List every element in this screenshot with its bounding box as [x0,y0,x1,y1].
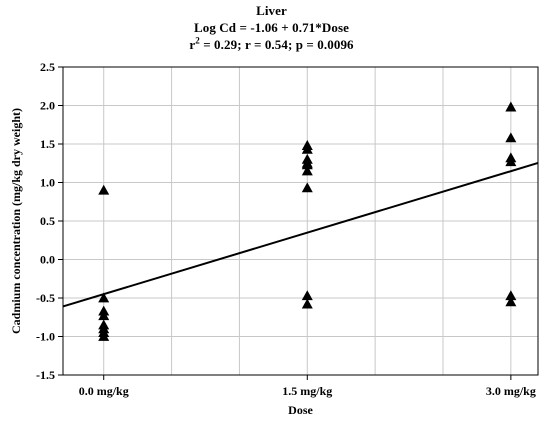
data-point [505,296,517,307]
chart-title-block: Liver Log Cd = -1.06 + 0.71*Dose r2 = 0.… [0,2,543,53]
chart-stats: r2 = 0.29; r = 0.54; p = 0.0096 [0,36,543,53]
y-axis-label: Cadmium concentration (mg/kg dry weight) [9,108,23,334]
data-point [98,292,110,303]
y-tick-label: 1.5 [40,137,55,151]
x-tick-label: 0.0 mg/kg [79,384,129,398]
data-points [98,101,517,341]
data-point [301,165,313,176]
tick-labels: -1.5 -1.0 -0.5 0.0 0.5 1.0 1.5 2.0 2.5 0.0 mg/kg 1… [36,60,536,398]
data-point [505,156,517,167]
stats-r-exponent: 2 [195,35,200,46]
x-tick-label: 3.0 mg/kg [486,384,536,398]
data-point [505,101,517,112]
y-tick-label: 2.0 [40,99,55,113]
data-point [301,159,313,170]
y-tick-label: -1.5 [36,368,55,382]
stats-r-symbol: r [189,37,196,52]
grid-layer [63,66,538,376]
axis-ticks [58,66,512,380]
x-tick-label: 1.5 mg/kg [282,384,332,398]
data-point [301,182,313,193]
chart-title: Liver [256,3,287,18]
regression-line [62,162,539,308]
y-tick-label: 0.0 [40,253,55,267]
data-point [98,310,110,321]
y-tick-label: -0.5 [36,291,55,305]
y-tick-label: 1.0 [40,176,55,190]
y-tick-label: 2.5 [40,60,55,74]
y-tick-label: 0.5 [40,214,55,228]
data-point [505,290,517,301]
data-point [98,331,110,341]
data-point [301,143,313,154]
data-point [301,298,313,309]
data-point [98,184,110,195]
data-point [301,290,313,301]
chart-equation: Log Cd = -1.06 + 0.71*Dose [193,20,349,35]
stats-values: = 0.29; r = 0.54; p = 0.0096 [199,37,354,52]
data-point [505,132,517,143]
y-tick-label: -1.0 [36,330,55,344]
x-axis-label: Dose [288,403,313,417]
